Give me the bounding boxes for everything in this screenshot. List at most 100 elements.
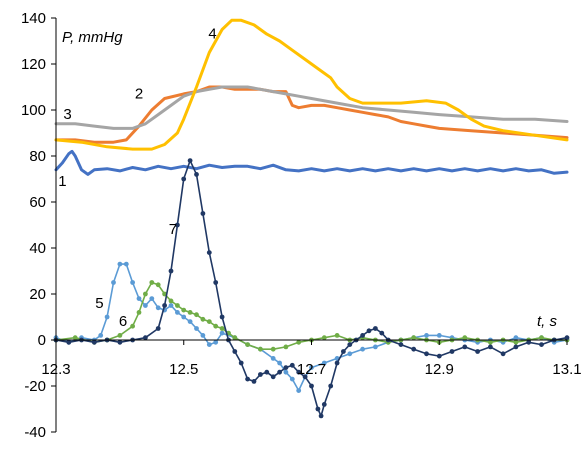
series-7-point xyxy=(258,372,263,377)
series-5-point xyxy=(513,335,519,341)
y-tick-label--40: -40 xyxy=(24,424,46,441)
series-7-point xyxy=(328,383,334,389)
series-5-point xyxy=(117,261,123,267)
series-1-label: 1 xyxy=(58,173,66,190)
series-6-point xyxy=(270,346,276,352)
series-6-point xyxy=(258,346,263,352)
series-7-point xyxy=(155,326,161,331)
y-tick-label-40: 40 xyxy=(29,240,46,257)
series-6-point xyxy=(200,316,206,322)
series-7-point xyxy=(347,342,353,347)
series-6-point xyxy=(155,282,161,288)
series-7-point xyxy=(194,172,199,177)
series-5-point xyxy=(111,280,116,285)
y-tick-label-100: 100 xyxy=(21,102,46,119)
series-5-point xyxy=(181,314,187,320)
series-7-point xyxy=(424,351,429,357)
series-7-point xyxy=(341,349,346,354)
series-5-point xyxy=(309,365,314,370)
series-7-point xyxy=(200,211,206,216)
series-2-line xyxy=(54,85,569,144)
series-7-point xyxy=(488,344,493,350)
series-6-point xyxy=(130,323,136,329)
x-tick-label-12.3: 12.3 xyxy=(41,361,70,378)
series-7-label: 7 xyxy=(169,221,177,238)
series-6-point xyxy=(411,335,417,341)
series-7-point xyxy=(296,369,302,375)
series-4-label: 4 xyxy=(208,26,216,43)
series-5-point xyxy=(130,280,136,285)
series-7-point xyxy=(181,176,187,182)
series-2 xyxy=(54,85,569,144)
series-6-point xyxy=(513,339,519,345)
series-6-point xyxy=(181,307,187,313)
series-5-point xyxy=(98,333,104,338)
series-7-point xyxy=(117,339,123,345)
series-6-point xyxy=(149,280,155,285)
series-5-point xyxy=(360,346,365,352)
series-5-label: 5 xyxy=(95,295,103,312)
series-5-point xyxy=(206,342,212,347)
series-7-point xyxy=(277,369,282,375)
series-3-line xyxy=(54,85,569,130)
series-2-label: 2 xyxy=(135,86,143,103)
series-7-point xyxy=(526,339,532,345)
series-7-point xyxy=(462,344,468,350)
series-5-point xyxy=(149,296,155,301)
series-7-point xyxy=(379,330,385,336)
series-6-point xyxy=(72,335,78,341)
series-3-label: 3 xyxy=(63,106,71,123)
series-7-point xyxy=(475,349,480,354)
series-7-point xyxy=(302,374,308,380)
x-tick-label-12.7: 12.7 xyxy=(297,361,326,378)
x-tick-label-12.9: 12.9 xyxy=(425,361,454,378)
series-6-point xyxy=(187,310,193,315)
series-7-point xyxy=(436,353,442,359)
series-7-point xyxy=(398,342,404,347)
series-5-point xyxy=(213,339,219,345)
series-6-point xyxy=(168,298,174,304)
y-tick-label-60: 60 xyxy=(29,194,46,211)
series-7-point xyxy=(175,222,180,228)
series-4 xyxy=(54,18,569,151)
series-5-point xyxy=(175,310,180,315)
series-5-point xyxy=(104,314,110,320)
series-6-point xyxy=(175,303,180,308)
y-tick-label--20: -20 xyxy=(24,378,46,395)
series-5-point xyxy=(373,344,378,350)
series-4-line xyxy=(54,18,569,151)
series-1 xyxy=(54,149,569,176)
series-7-point xyxy=(315,406,321,412)
series-5-point xyxy=(321,360,327,366)
x-tick-label-12.5: 12.5 xyxy=(169,361,198,378)
series-7-point xyxy=(270,374,276,380)
y-tick-label-20: 20 xyxy=(29,286,46,303)
series-5-point xyxy=(436,333,442,338)
series-6-point xyxy=(462,335,468,341)
series-6-point xyxy=(245,342,251,347)
series-6-point xyxy=(232,335,238,341)
x-axis-title: t, s xyxy=(537,313,558,330)
series-6-point xyxy=(213,323,219,329)
series-7-point xyxy=(264,369,270,375)
y-tick-label-120: 120 xyxy=(21,56,46,73)
series-5-point xyxy=(136,296,142,301)
series-5-point xyxy=(424,333,429,338)
series-7-point xyxy=(318,413,324,419)
series-5-point xyxy=(283,369,289,375)
series-5-point xyxy=(123,261,129,267)
series-7-point xyxy=(513,344,519,350)
series-7-point xyxy=(91,339,97,345)
series-6-point xyxy=(194,312,199,318)
series-5-point xyxy=(347,351,353,357)
y-axis-title: P, mmHg xyxy=(62,29,123,46)
series-5-point xyxy=(194,326,199,331)
y-tick-label-80: 80 xyxy=(29,148,46,165)
series-7-point xyxy=(366,328,372,334)
series-7-point xyxy=(373,326,378,331)
series-6-label: 6 xyxy=(119,313,127,330)
series-5 xyxy=(53,261,570,393)
series-3 xyxy=(54,85,569,130)
